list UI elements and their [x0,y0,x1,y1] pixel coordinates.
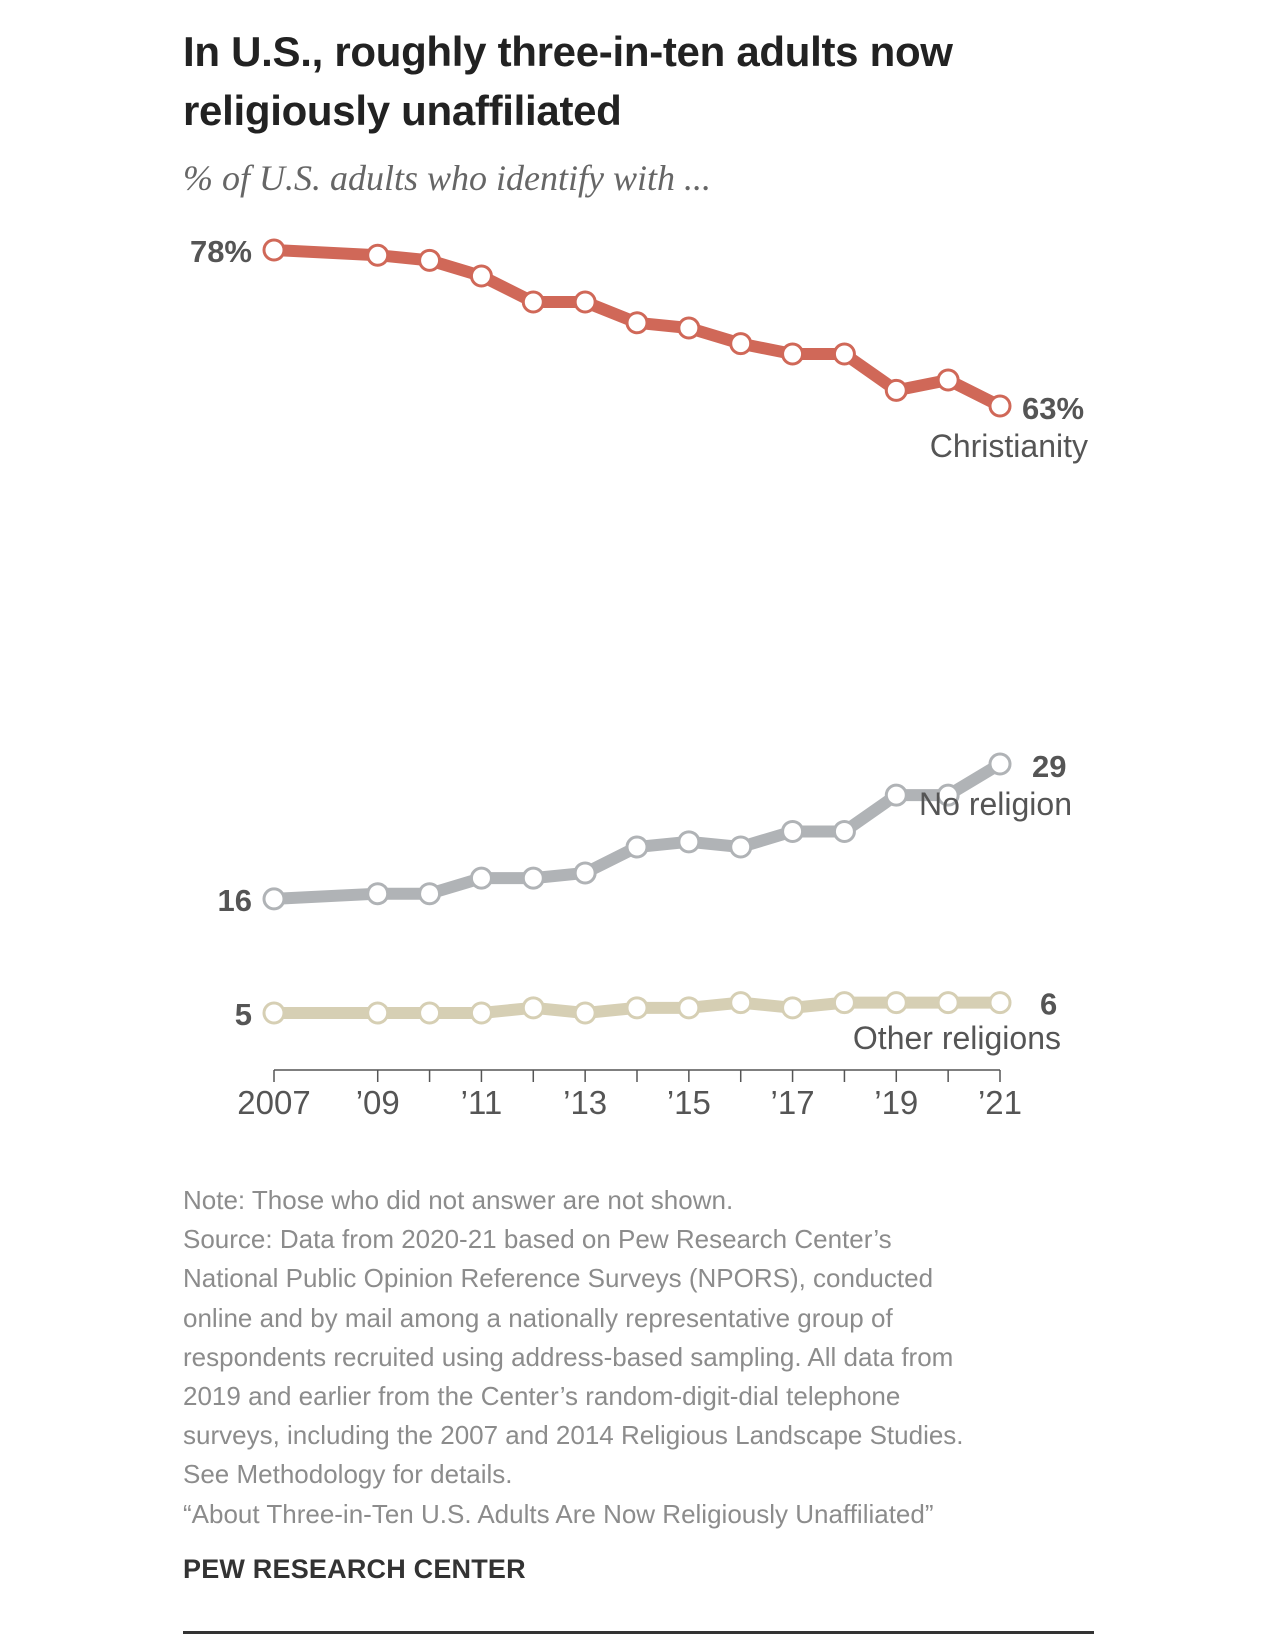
data-point [781,819,805,843]
data-point [832,342,856,366]
data-point [832,819,856,843]
data-point [677,830,701,854]
x-tick-label: 2007 [237,1084,310,1121]
data-point [832,991,856,1015]
data-point [988,991,1012,1015]
note-line: See Methodology for details. [183,1459,513,1490]
data-point [262,1001,286,1025]
data-point [781,342,805,366]
data-point [262,238,286,262]
end-value-label: 63% [1022,391,1084,426]
data-point [418,882,442,906]
note-line: “About Three-in-Ten U.S. Adults Are Now … [183,1498,934,1529]
data-point [469,1001,493,1025]
data-point [936,368,960,392]
note-line: respondents recruited using address-base… [183,1341,954,1372]
data-point [469,264,493,288]
data-point [469,866,493,890]
end-value-label: 29 [1032,749,1066,784]
data-point [573,290,597,314]
data-point [573,861,597,885]
data-point [573,1001,597,1025]
series-line [268,758,1006,905]
x-tick-label: ’21 [978,1084,1022,1121]
data-point [366,882,390,906]
end-value-label: 6 [1040,987,1057,1022]
source-brand: PEW RESEARCH CENTER [183,1554,526,1584]
note-line: Source: Data from 2020-21 based on Pew R… [183,1224,892,1255]
data-point [366,243,390,267]
data-point [729,835,753,859]
data-point [262,887,286,911]
data-point [418,248,442,272]
data-point [936,991,960,1015]
series-label: Christianity [930,428,1088,464]
series-label: No religion [919,786,1072,822]
data-point [418,1001,442,1025]
start-value-label: 16 [218,883,252,918]
data-point [521,866,545,890]
x-tick-label: ’13 [563,1084,607,1121]
start-value-label: 78% [190,234,252,269]
data-point [625,311,649,335]
x-tick-label: ’15 [667,1084,711,1121]
data-point [729,332,753,356]
data-point [625,996,649,1020]
x-tick-label: ’17 [771,1084,815,1121]
x-tick-label: ’09 [356,1084,400,1121]
x-tick-label: ’11 [461,1084,503,1121]
data-point [521,996,545,1020]
data-point [366,1001,390,1025]
note-line: surveys, including the 2007 and 2014 Rel… [183,1420,964,1451]
data-point [625,835,649,859]
note-line: online and by mail among a nationally re… [183,1302,893,1333]
chart-notes: Note: Those who did not answer are not s… [183,1181,1103,1534]
x-tick-label: ’19 [874,1084,918,1121]
data-point [521,290,545,314]
note-line: Note: Those who did not answer are not s… [183,1185,734,1215]
data-point [884,783,908,807]
data-point [781,996,805,1020]
chart-subtitle: % of U.S. adults who identify with ... [183,158,711,198]
chart-title: In U.S., roughly three-in-ten adults now… [183,28,953,134]
line-chart: 2007 ’09 ’11 ’13 ’15 ’17 ’19 ’21 78% 63%Christian… [190,234,1088,1121]
start-value-label: 5 [235,997,252,1032]
data-point [884,378,908,402]
data-point [677,996,701,1020]
data-point [884,991,908,1015]
data-point [729,991,753,1015]
series-label: Other religions [853,1020,1061,1056]
data-point [988,752,1012,776]
data-point [988,394,1012,418]
note-line: National Public Opinion Reference Survey… [183,1263,934,1294]
note-line: 2019 and earlier from the Center’s rando… [183,1381,901,1412]
data-point [677,316,701,340]
bottom-rule [183,1631,1094,1634]
data-point [936,783,960,807]
